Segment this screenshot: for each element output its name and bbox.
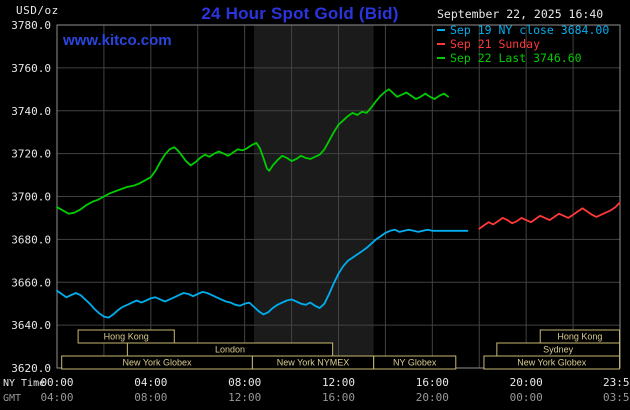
y-tick-label: 3680.0 [11,233,51,246]
session-label: Hong Kong [557,332,602,342]
x-axis-row-label: GMT [3,393,21,404]
session-label: London [215,345,245,355]
x-axis-row-label: NY Time [3,378,45,389]
y-tick-label: 3640.0 [11,319,51,332]
legend-item-ny-close: Sep 19 NY close 3684.00 [437,23,609,37]
session-label: New York NYMEX [277,358,350,368]
x-tick-label: 03:59 [603,391,630,404]
y-tick-label: 3620.0 [11,362,51,375]
page-title: 24 Hour Spot Gold (Bid) [201,4,399,23]
session-label: New York Globex [517,358,587,368]
y-axis-units-label: USD/oz [16,4,59,17]
x-tick-label: 16:00 [322,391,355,404]
legend-item-last: Sep 22 Last 3746.60 [437,51,582,65]
y-tick-label: 3760.0 [11,62,51,75]
cyan-line-marker-icon [437,29,445,31]
x-tick-label: 04:00 [134,376,167,389]
session-box [373,355,457,370]
y-tick-label: 3780.0 [11,19,51,32]
y-tick-label: 3660.0 [11,276,51,289]
x-tick-label: 08:00 [228,376,261,389]
legend-label-ny-close: Sep 19 NY close 3684.00 [450,23,610,37]
session-label: NY Globex [393,358,437,368]
session-label: Sydney [543,345,574,355]
x-tick-label: 00:00 [510,391,543,404]
series-line-sep-19-ny-close [56,228,469,319]
x-tick-label: 00:00 [40,376,73,389]
x-tick-label: 12:00 [228,391,261,404]
x-tick-label: 04:00 [40,391,73,404]
series-line-sep-22-last [56,88,450,215]
legend-item-sunday: Sep 21 Sunday [437,37,540,51]
x-tick-label: 16:00 [416,376,449,389]
red-line-marker-icon [437,43,445,45]
session-box [483,355,621,370]
series-line-sep-21-sunday [478,201,621,230]
x-tick-label: 20:00 [510,376,543,389]
chart-timestamp: September 22, 2025 16:40 [437,7,604,21]
x-tick-label: 20:00 [416,391,449,404]
x-tick-label: 23:59 [603,376,630,389]
x-tick-label: 12:00 [322,376,355,389]
session-label: New York Globex [123,358,193,368]
y-tick-label: 3720.0 [11,148,51,161]
y-tick-label: 3740.0 [11,105,51,118]
green-line-marker-icon [437,57,445,59]
x-tick-label: 08:00 [134,391,167,404]
kitco-website-link[interactable]: www.kitco.com [63,32,172,49]
session-label: Hong Kong [104,332,149,342]
session-box [77,329,175,344]
y-tick-label: 3700.0 [11,191,51,204]
legend-label-sunday: Sep 21 Sunday [450,37,541,51]
legend-label-last: Sep 22 Last 3746.60 [450,51,582,65]
